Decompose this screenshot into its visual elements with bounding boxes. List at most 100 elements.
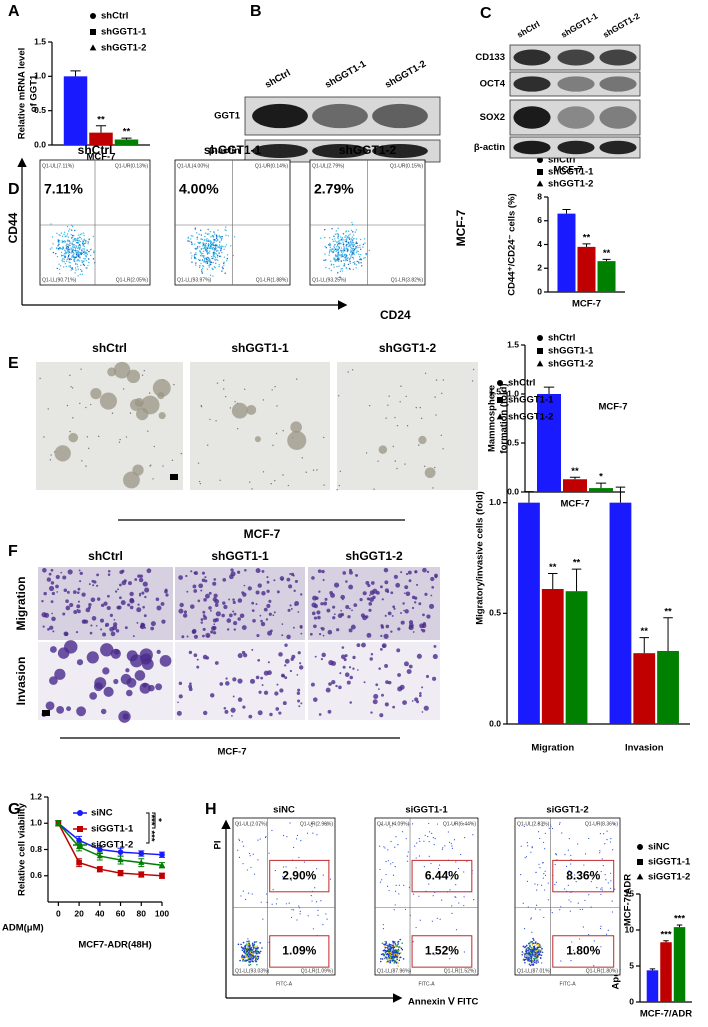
speck [296, 378, 298, 380]
flow-dot [336, 260, 338, 262]
stained-cell [126, 650, 138, 662]
flow-dot [543, 873, 545, 875]
panel-label: F [8, 543, 18, 560]
flow-dot [255, 941, 258, 943]
image-title: shCtrl [92, 341, 127, 355]
flow-dot [398, 959, 401, 962]
blot-caption: MCF-7 [553, 165, 582, 176]
flow-dot [210, 255, 213, 258]
flow-dot [205, 242, 208, 245]
stained-cell [79, 571, 83, 576]
stained-cell [340, 654, 346, 660]
flow-dot [67, 236, 70, 238]
speck [72, 417, 74, 419]
gate-box [552, 935, 615, 968]
flow-dot [64, 263, 67, 265]
flow-dot [325, 259, 327, 261]
flow-dot [390, 946, 393, 949]
flow-dot [362, 257, 365, 259]
stained-cell [416, 653, 422, 659]
flow-dot [216, 250, 218, 252]
flow-dot [364, 242, 366, 244]
flow-dot [207, 228, 209, 231]
flow-dot [330, 248, 332, 250]
flow-dot [242, 863, 244, 865]
point [117, 856, 124, 863]
flow-dot [344, 260, 346, 262]
stained-cell [160, 602, 165, 606]
flow-dot [64, 231, 66, 234]
flow-dot [332, 251, 335, 253]
flow-dot [243, 948, 246, 951]
flow-dot [528, 952, 531, 955]
flow-dot [449, 958, 451, 960]
flow-dot [398, 893, 400, 895]
stained-cell [385, 680, 389, 684]
stained-cell [383, 567, 389, 573]
stained-cell [347, 615, 351, 619]
flow-dot [61, 248, 63, 250]
flow-dot [209, 230, 212, 233]
y-tick-label: 1.0 [34, 71, 46, 81]
legend-label: shCtrl [548, 333, 575, 344]
flow-dot [82, 240, 84, 242]
flow-dot [593, 940, 595, 942]
flow-dot [348, 267, 351, 270]
flow-dot [83, 257, 85, 260]
stained-cell [79, 580, 82, 583]
flow-dot [52, 243, 54, 245]
flow-dot [282, 866, 285, 868]
legend-label: shCtrl [508, 378, 535, 389]
stained-cell [273, 579, 276, 582]
flow-dot [416, 842, 418, 844]
flow-dot [216, 235, 218, 238]
stained-cell [273, 611, 276, 614]
flow-dot [527, 950, 529, 953]
stained-cell [363, 681, 366, 684]
flow-dot [212, 261, 214, 264]
flow-dot [532, 937, 534, 940]
flow-dot [352, 240, 354, 242]
flow-dot [380, 953, 383, 956]
stained-cell [103, 601, 108, 606]
stained-cell [284, 664, 287, 667]
flow-dot [204, 232, 207, 234]
flow-dot [602, 865, 604, 867]
flow-dot [345, 234, 347, 237]
flow-dot [221, 251, 223, 254]
stained-cell [213, 593, 218, 598]
flow-dot [355, 264, 358, 266]
stained-cell [403, 592, 406, 594]
flow-dot [87, 264, 89, 267]
flow-dot [334, 248, 336, 250]
significance: *** [145, 814, 156, 825]
flow-dot [407, 851, 409, 853]
flow-dot [525, 956, 528, 959]
speck [152, 478, 154, 480]
flow-dot [212, 254, 215, 256]
bar [518, 502, 540, 724]
speck [262, 399, 265, 401]
flow-dot [348, 234, 350, 237]
stained-cell [212, 631, 217, 635]
flow-dot [352, 261, 354, 264]
flow-dot [463, 951, 465, 953]
flow-dot [245, 952, 248, 954]
bar [657, 650, 679, 724]
speck [249, 481, 251, 483]
speck [312, 469, 315, 471]
flow-dot [398, 949, 401, 952]
stained-cell [88, 602, 92, 607]
flow-dot [564, 853, 566, 856]
stained-cell [311, 576, 315, 580]
flow-dot [80, 238, 83, 240]
flow-dot [203, 255, 205, 257]
bar [646, 970, 659, 1002]
y-tick-label: 15 [625, 888, 635, 898]
flow-dot [530, 851, 532, 853]
stained-cell [225, 681, 230, 686]
speck [394, 416, 396, 419]
flow-dot [196, 236, 198, 239]
flow-dot [564, 888, 566, 890]
